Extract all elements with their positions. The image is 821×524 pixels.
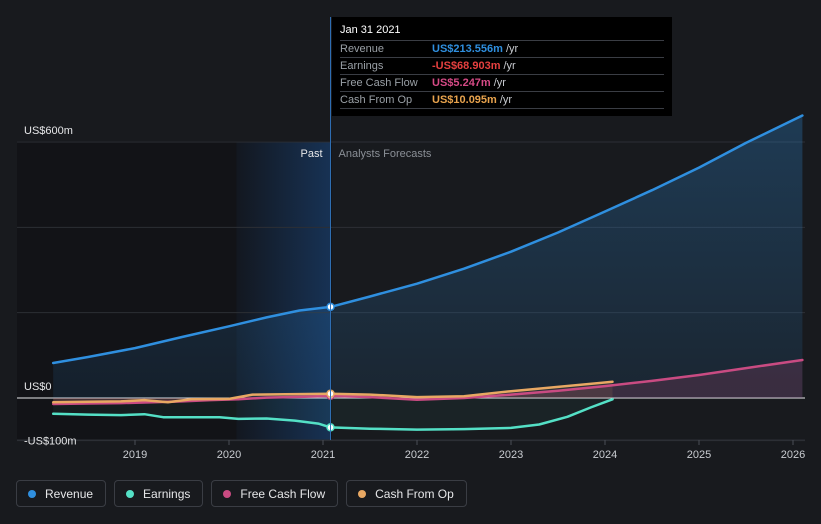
legend-dot-icon: [358, 489, 367, 498]
y-axis-label: -US$100m: [24, 436, 77, 448]
legend-label: Cash From Op: [375, 486, 454, 501]
tooltip-rows: Revenue US$213.556m/yr Earnings -US$68.903m…: [340, 41, 664, 109]
legend-dot-icon: [126, 489, 135, 498]
x-tick-label: 2023: [499, 449, 523, 461]
tooltip-unit: /yr: [503, 60, 516, 72]
earnings-area: [53, 398, 613, 430]
x-tick-label: 2025: [687, 449, 711, 461]
tooltip-unit: /yr: [505, 43, 519, 55]
tooltip-unit: /yr: [499, 94, 513, 106]
x-tick-label: 2020: [217, 449, 241, 461]
x-tick-label: 2019: [123, 449, 147, 461]
tooltip-unit: /yr: [493, 77, 506, 89]
tooltip-row-free-cash-flow: Free Cash Flow US$5.247m/yr: [340, 75, 664, 92]
x-axis-ticks: 2019 2020 2021 2022 2023 2024 2025 2026: [123, 440, 805, 461]
x-tick-label: 2022: [405, 449, 429, 461]
free-cash-flow-area: [53, 360, 803, 404]
legend-dot-icon: [223, 489, 232, 498]
tooltip-label: Free Cash Flow: [340, 77, 418, 89]
legend-item-revenue[interactable]: Revenue: [16, 480, 107, 507]
chart-legend: Revenue Earnings Free Cash Flow Cash From O…: [16, 480, 467, 507]
tooltip-date: Jan 31 2021: [340, 24, 664, 41]
revenue-line: [51, 114, 804, 365]
tooltip-row-revenue: Revenue US$213.556m/yr: [340, 41, 664, 58]
tooltip-row-earnings: Earnings -US$68.903m/yr: [340, 58, 664, 75]
legend-label: Earnings: [143, 486, 191, 501]
x-tick-label: 2024: [593, 449, 617, 461]
forecast-label: Analysts Forecasts: [339, 148, 432, 160]
tooltip-label: Cash From Op: [340, 94, 413, 106]
tooltip-value: US$10.095m: [432, 94, 497, 106]
legend-dot-icon: [28, 489, 36, 498]
past-label: Past: [301, 148, 323, 160]
data-tooltip: Jan 31 2021 Revenue US$213.556m/yr Earning…: [332, 17, 672, 116]
series-lines: [51, 114, 804, 431]
tooltip-value: US$5.247m: [432, 77, 491, 89]
tooltip-label: Revenue: [340, 43, 385, 55]
y-axis-label: US$0: [24, 381, 52, 393]
legend-item-cash-from-op[interactable]: Cash From Op: [346, 480, 467, 507]
legend-label: Revenue: [45, 486, 94, 501]
tooltip-value: US$213.556m: [432, 43, 503, 55]
x-tick-label: 2026: [781, 449, 805, 461]
earnings-line: [51, 398, 614, 431]
tooltip-row-cash-from-op: Cash From Op US$10.095m/yr: [340, 92, 664, 109]
legend-item-earnings[interactable]: Earnings: [114, 480, 204, 507]
cash-from-op-line: [51, 380, 614, 404]
financial-chart: US$600m US$0 -US$100m 2019 2020 2021 2022 2023…: [17, 17, 805, 461]
legend-label: Free Cash Flow: [240, 486, 326, 501]
tooltip-value: -US$68.903m: [432, 60, 501, 72]
tooltip-label: Earnings: [340, 60, 384, 72]
x-tick-label: 2021: [311, 449, 335, 461]
y-axis-label: US$600m: [24, 125, 73, 137]
y-axis-labels: US$600m US$0 -US$100m: [24, 125, 77, 448]
revenue-area: [53, 115, 803, 398]
legend-item-free-cash-flow[interactable]: Free Cash Flow: [211, 480, 339, 507]
